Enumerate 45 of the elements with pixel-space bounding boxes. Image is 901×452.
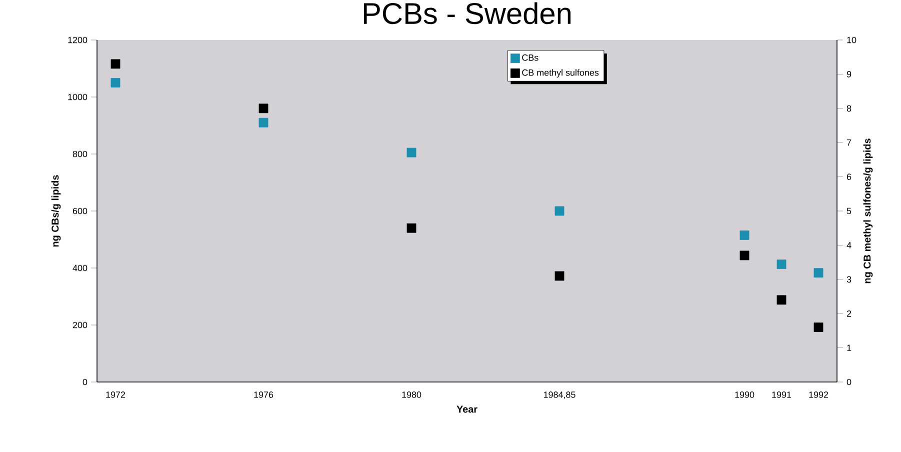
- y-tick-label: 600: [72, 208, 88, 214]
- y2-tick-label: 6: [846, 174, 852, 180]
- x-tick-label: 1992: [809, 392, 828, 398]
- chart-title: PCBs - Sweden: [364, 2, 571, 24]
- y2-tick-label: 8: [846, 105, 852, 112]
- point: [814, 322, 824, 332]
- legend-label: CB methyl sulfones: [522, 69, 599, 78]
- point: [406, 148, 416, 158]
- y-tick-label: 1000: [68, 94, 88, 100]
- x-tick-label: 1991: [772, 392, 792, 398]
- y-tick-label: 400: [72, 264, 88, 272]
- x-tick-label: 1976: [254, 392, 274, 398]
- point: [110, 59, 120, 69]
- legend-label: CBs: [522, 54, 538, 61]
- y-axis-title: ng CBs/g lipids: [51, 175, 61, 247]
- point: [110, 78, 120, 88]
- x-tick-label: 1980: [402, 392, 422, 398]
- y2-tick-label: 0: [846, 378, 852, 386]
- x-axis-title: Year: [456, 406, 478, 413]
- point: [740, 230, 750, 240]
- x-tick-label: 1990: [735, 392, 754, 398]
- y2-axis-title: ng CB methyl sulfones/g lipids: [863, 138, 873, 284]
- y2-tick-label: 10: [847, 36, 856, 44]
- point: [740, 250, 750, 260]
- y2-tick-label: 1: [847, 344, 852, 351]
- y2-tick-label: 7: [846, 140, 852, 146]
- point: [814, 268, 824, 278]
- y2-tick-label: 9: [846, 71, 852, 78]
- point: [554, 206, 564, 216]
- point: [776, 295, 786, 305]
- y-tick-label: 800: [72, 150, 88, 158]
- y2-tick-label: 5: [846, 208, 852, 214]
- y2-tick-label: 3: [846, 276, 852, 283]
- y-tick-label: 200: [72, 322, 88, 328]
- point: [554, 271, 564, 281]
- y2-tick-label: 2: [846, 310, 852, 317]
- x-tick-label: 1984,85: [544, 392, 576, 399]
- y-tick-label: 1200: [68, 36, 88, 44]
- point: [776, 260, 786, 269]
- point: [258, 118, 268, 128]
- x-tick-label: 1972: [106, 392, 126, 398]
- y2-tick-label: 4: [846, 242, 852, 248]
- point: [406, 223, 416, 233]
- point: [258, 104, 268, 114]
- y-tick-label: 0: [82, 378, 88, 386]
